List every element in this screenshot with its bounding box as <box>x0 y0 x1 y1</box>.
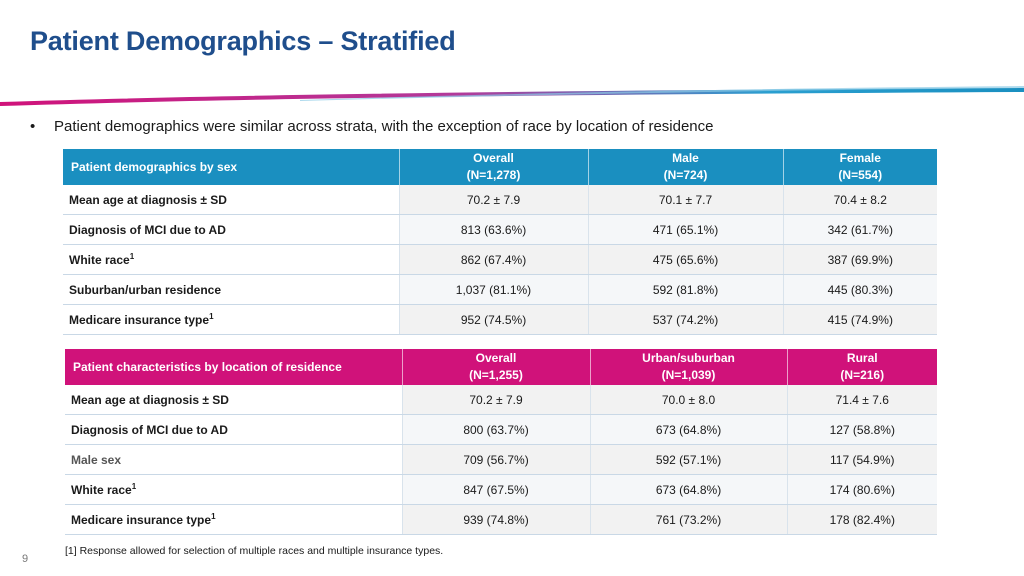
slide-title: Patient Demographics – Stratified <box>30 26 456 56</box>
column-header-n: (N=554) <box>838 168 883 182</box>
column-header-rural: Rural (N=216) <box>786 349 937 385</box>
cell-overall: 847 (67.5%) <box>401 474 590 505</box>
table-header-row: Patient demographics by sex Overall (N=1… <box>63 149 937 185</box>
row-label: White race1 <box>65 474 402 505</box>
row-label: Medicare insurance type1 <box>63 304 399 335</box>
cell-overall: 70.2 ± 7.9 <box>401 385 590 415</box>
column-header-n: (N=1,278) <box>466 168 521 182</box>
row-label: Mean age at diagnosis ± SD <box>63 185 399 215</box>
column-header-title: Female <box>839 151 881 165</box>
cell-overall: 813 (63.6%) <box>398 214 588 245</box>
decorative-swoosh <box>0 86 1024 106</box>
cell-urban-suburban: 592 (57.1%) <box>589 444 787 475</box>
footnote-ref: 1 <box>129 252 135 261</box>
cell-overall: 70.2 ± 7.9 <box>398 185 588 215</box>
table-header-label: Patient characteristics by location of r… <box>65 349 402 385</box>
row-label: Suburban/urban residence <box>63 274 399 305</box>
column-header-title: Urban/suburban <box>642 351 735 365</box>
column-header-male: Male (N=724) <box>587 149 783 185</box>
column-header-overall: Overall (N=1,255) <box>401 349 590 385</box>
row-label-text: White race <box>69 253 130 267</box>
page-number: 9 <box>22 553 29 565</box>
summary-bullet: • Patient demographics were similar acro… <box>30 118 714 135</box>
column-header-n: (N=1,255) <box>469 368 523 382</box>
row-label-text: Medicare insurance type <box>69 313 210 327</box>
row-label: Medicare insurance type1 <box>65 504 402 535</box>
row-label: Diagnosis of MCI due to AD <box>63 214 399 245</box>
cell-overall: 939 (74.8%) <box>401 504 590 535</box>
cell-urban-suburban: 761 (73.2%) <box>589 504 787 535</box>
table-row: Mean age at diagnosis ± SD 70.2 ± 7.9 70… <box>65 385 937 415</box>
cell-female: 342 (61.7%) <box>782 214 937 245</box>
summary-text: Patient demographics were similar across… <box>54 118 714 135</box>
footnote-ref: 1 <box>209 312 214 321</box>
cell-rural: 174 (80.6%) <box>786 474 937 505</box>
cell-urban-suburban: 673 (64.8%) <box>589 474 787 505</box>
cell-male: 475 (65.6%) <box>587 244 783 275</box>
column-header-female: Female (N=554) <box>782 149 937 185</box>
cell-male: 471 (65.1%) <box>587 214 783 245</box>
cell-female: 70.4 ± 8.2 <box>782 185 937 215</box>
cell-male: 537 (74.2%) <box>587 304 783 335</box>
column-header-n: (N=1,039) <box>661 368 716 382</box>
cell-female: 445 (80.3%) <box>782 274 937 305</box>
row-label-text: Mean age at diagnosis ± SD <box>71 393 229 407</box>
table-header-row: Patient characteristics by location of r… <box>65 349 937 385</box>
row-label: White race1 <box>63 244 399 275</box>
column-header-title: Overall <box>473 151 514 165</box>
row-label: Mean age at diagnosis ± SD <box>65 385 402 415</box>
row-label-text: Male sex <box>71 453 122 467</box>
cell-overall: 952 (74.5%) <box>398 304 588 335</box>
column-header-title: Rural <box>846 351 878 365</box>
row-label-text: White race <box>71 483 132 497</box>
table-row: Medicare insurance type1 939 (74.8%) 761… <box>65 504 937 535</box>
row-label: Male sex <box>65 444 402 475</box>
footnote-ref: 1 <box>131 482 137 491</box>
table-row: White race1 847 (67.5%) 673 (64.8%) 174 … <box>65 474 937 505</box>
row-label: Diagnosis of MCI due to AD <box>65 414 402 445</box>
column-header-title: Male <box>672 151 699 165</box>
column-header-urban-suburban: Urban/suburban (N=1,039) <box>589 349 787 385</box>
cell-overall: 1,037 (81.1%) <box>398 274 588 305</box>
row-label-text: Suburban/urban residence <box>69 283 222 297</box>
cell-male: 70.1 ± 7.7 <box>587 185 783 215</box>
table-row: Diagnosis of MCI due to AD 813 (63.6%) 4… <box>63 214 937 245</box>
cell-overall: 800 (63.7%) <box>401 414 590 445</box>
table-row: White race1 862 (67.4%) 475 (65.6%) 387 … <box>63 244 937 275</box>
row-label-text: Medicare insurance type <box>71 513 212 527</box>
row-label-text: Mean age at diagnosis ± SD <box>69 193 227 207</box>
cell-overall: 709 (56.7%) <box>401 444 590 475</box>
cell-urban-suburban: 673 (64.8%) <box>589 414 787 445</box>
row-label-text: Diagnosis of MCI due to AD <box>71 423 228 437</box>
cell-male: 592 (81.8%) <box>587 274 783 305</box>
table-row: Mean age at diagnosis ± SD 70.2 ± 7.9 70… <box>63 185 937 215</box>
table-row: Suburban/urban residence 1,037 (81.1%) 5… <box>63 274 937 305</box>
bullet-marker: • <box>30 118 36 135</box>
column-header-overall: Overall (N=1,278) <box>398 149 588 185</box>
cell-rural: 178 (82.4%) <box>786 504 937 535</box>
cell-overall: 862 (67.4%) <box>398 244 588 275</box>
footnote: [1] Response allowed for selection of mu… <box>65 545 444 557</box>
column-header-n: (N=724) <box>663 168 708 182</box>
cell-rural: 127 (58.8%) <box>786 414 937 445</box>
table-row: Diagnosis of MCI due to AD 800 (63.7%) 6… <box>65 414 937 445</box>
table-header-label: Patient demographics by sex <box>63 149 399 185</box>
cell-urban-suburban: 70.0 ± 8.0 <box>589 385 787 415</box>
column-header-n: (N=216) <box>840 368 885 382</box>
table-row: Male sex 709 (56.7%) 592 (57.1%) 117 (54… <box>65 444 937 475</box>
table-row: Medicare insurance type1 952 (74.5%) 537… <box>63 304 937 335</box>
cell-rural: 71.4 ± 7.6 <box>786 385 937 415</box>
demographics-by-sex-table: Patient demographics by sex Overall (N=1… <box>63 149 937 335</box>
column-header-title: Overall <box>475 351 517 365</box>
footnote-ref: 1 <box>211 512 216 521</box>
cell-female: 387 (69.9%) <box>782 244 937 275</box>
cell-female: 415 (74.9%) <box>782 304 937 335</box>
cell-rural: 117 (54.9%) <box>786 444 937 475</box>
characteristics-by-location-table: Patient characteristics by location of r… <box>65 349 937 535</box>
row-label-text: Diagnosis of MCI due to AD <box>69 223 226 237</box>
